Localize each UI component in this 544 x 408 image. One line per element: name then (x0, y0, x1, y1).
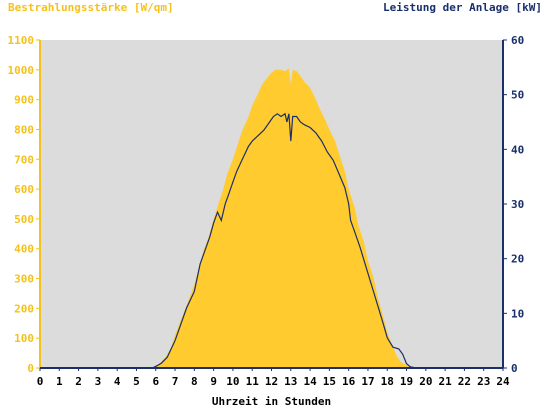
y-left-tick-label: 500 (14, 213, 34, 226)
x-tick-label: 19 (400, 375, 413, 388)
power-line (40, 112, 503, 369)
x-tick-label: 12 (265, 375, 278, 388)
x-tick-label: 17 (361, 375, 374, 388)
x-tick-label: 13 (284, 375, 297, 388)
x-tick-label: 1 (56, 375, 63, 388)
x-tick-label: 22 (458, 375, 471, 388)
y-left-tick-label: 400 (14, 243, 34, 256)
x-tick-label: 3 (95, 375, 102, 388)
x-tick-label: 9 (210, 375, 217, 388)
x-axis-title: Uhrzeit in Stunden (212, 395, 331, 408)
x-tick-label: 20 (419, 375, 432, 388)
y-left-tick-label: 100 (14, 332, 34, 345)
y-left-tick-label: 1000 (8, 64, 35, 77)
x-tick-label: 10 (226, 375, 239, 388)
x-tick-label: 18 (381, 375, 394, 388)
y-right-tick-label: 20 (511, 253, 524, 266)
y-left-tick-label: 300 (14, 273, 34, 286)
y-right-tick-label: 30 (511, 198, 524, 211)
x-tick-label: 7 (172, 375, 179, 388)
y-left-tick-label: 1100 (8, 34, 35, 47)
y-right-tick-label: 10 (511, 307, 524, 320)
y-left-tick-label: 200 (14, 302, 34, 315)
x-tick-label: 0 (37, 375, 44, 388)
x-tick-label: 15 (323, 375, 336, 388)
y-right-tick-label: 40 (511, 143, 524, 156)
x-tick-label: 5 (133, 375, 140, 388)
y-right-tick-label: 60 (511, 34, 524, 47)
x-tick-label: 21 (439, 375, 453, 388)
y-left-tick-label: 900 (14, 94, 34, 107)
x-tick-label: 4 (114, 375, 121, 388)
x-tick-label: 11 (246, 375, 260, 388)
x-tick-label: 8 (191, 375, 198, 388)
x-tick-label: 16 (342, 375, 356, 388)
left-axis-title: Bestrahlungsstärke [W/qm] (8, 1, 174, 14)
y-left-tick-label: 0 (27, 362, 34, 375)
x-tick-label: 24 (496, 375, 510, 388)
y-left-tick-label: 800 (14, 123, 34, 136)
y-right-tick-label: 50 (511, 89, 524, 102)
x-tick-label: 2 (75, 375, 82, 388)
irradiance-area (40, 68, 503, 369)
x-tick-label: 6 (152, 375, 159, 388)
x-tick-label: 14 (303, 375, 317, 388)
y-left-tick-label: 700 (14, 153, 34, 166)
right-axis-title: Leistung der Anlage [kW] (383, 1, 542, 14)
y-right-tick-label: 0 (511, 362, 518, 375)
x-tick-label: 23 (477, 375, 490, 388)
y-left-tick-label: 600 (14, 183, 34, 196)
